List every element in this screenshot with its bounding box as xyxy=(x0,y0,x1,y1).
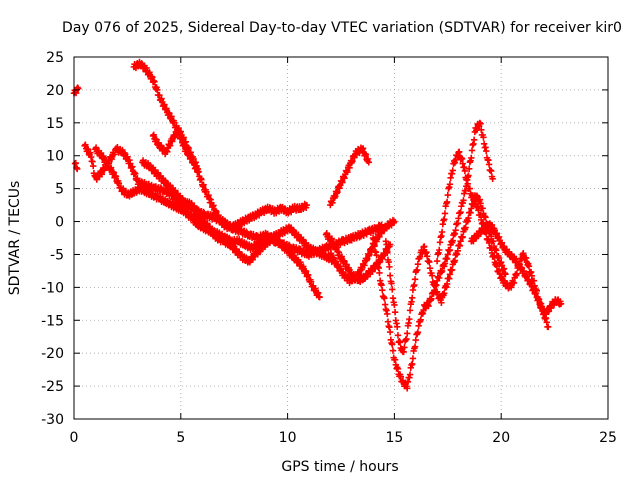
x-tick-label: 20 xyxy=(492,430,510,446)
data-points xyxy=(70,58,565,392)
x-tick-label: 15 xyxy=(385,430,403,446)
series-D xyxy=(139,157,338,266)
series-G xyxy=(327,216,398,287)
x-tick-label: 10 xyxy=(279,430,297,446)
plot-frame xyxy=(73,56,609,420)
x-tick-label: 25 xyxy=(599,430,617,446)
series-I xyxy=(369,119,496,392)
x-axis-label: GPS time / hours xyxy=(281,459,398,475)
marker-path xyxy=(327,216,398,287)
y-axis-label: SDTVAR / TECUs xyxy=(7,181,23,296)
y-tick-label: 0 xyxy=(55,215,64,231)
axis-ticks: 0 5 10 15 20 25 -30 -25 -20 -15 -10 -5 0 5 10 15 20 25 xyxy=(41,50,617,446)
series-E xyxy=(149,124,202,173)
chart-title: Day 076 of 2025, Sidereal Day-to-day VTE… xyxy=(62,20,622,36)
marker-path xyxy=(468,220,552,331)
series-H xyxy=(327,144,372,209)
y-tick-label: 20 xyxy=(46,83,64,99)
series-A-early2 xyxy=(71,159,81,173)
x-tick-label: 0 xyxy=(70,430,79,446)
y-tick-label: 10 xyxy=(46,149,64,165)
x-tick-label: 5 xyxy=(176,430,185,446)
marker-path xyxy=(382,192,509,356)
marker-path xyxy=(327,144,372,209)
grid xyxy=(74,57,608,419)
marker-path xyxy=(71,159,81,173)
series-L xyxy=(468,220,552,331)
y-tick-label: 25 xyxy=(46,50,64,66)
y-tick-label: -20 xyxy=(41,346,64,362)
marker-path xyxy=(149,124,202,173)
y-tick-label: -30 xyxy=(41,412,64,428)
y-tick-label: 5 xyxy=(55,182,64,198)
y-tick-label: -25 xyxy=(41,379,64,395)
marker-path xyxy=(139,157,338,266)
y-tick-label: 15 xyxy=(46,116,64,132)
series-J xyxy=(382,192,509,356)
y-tick-label: -5 xyxy=(50,247,64,263)
y-tick-label: -15 xyxy=(41,313,64,329)
y-tick-label: -10 xyxy=(41,280,64,296)
marker-path xyxy=(369,119,496,392)
